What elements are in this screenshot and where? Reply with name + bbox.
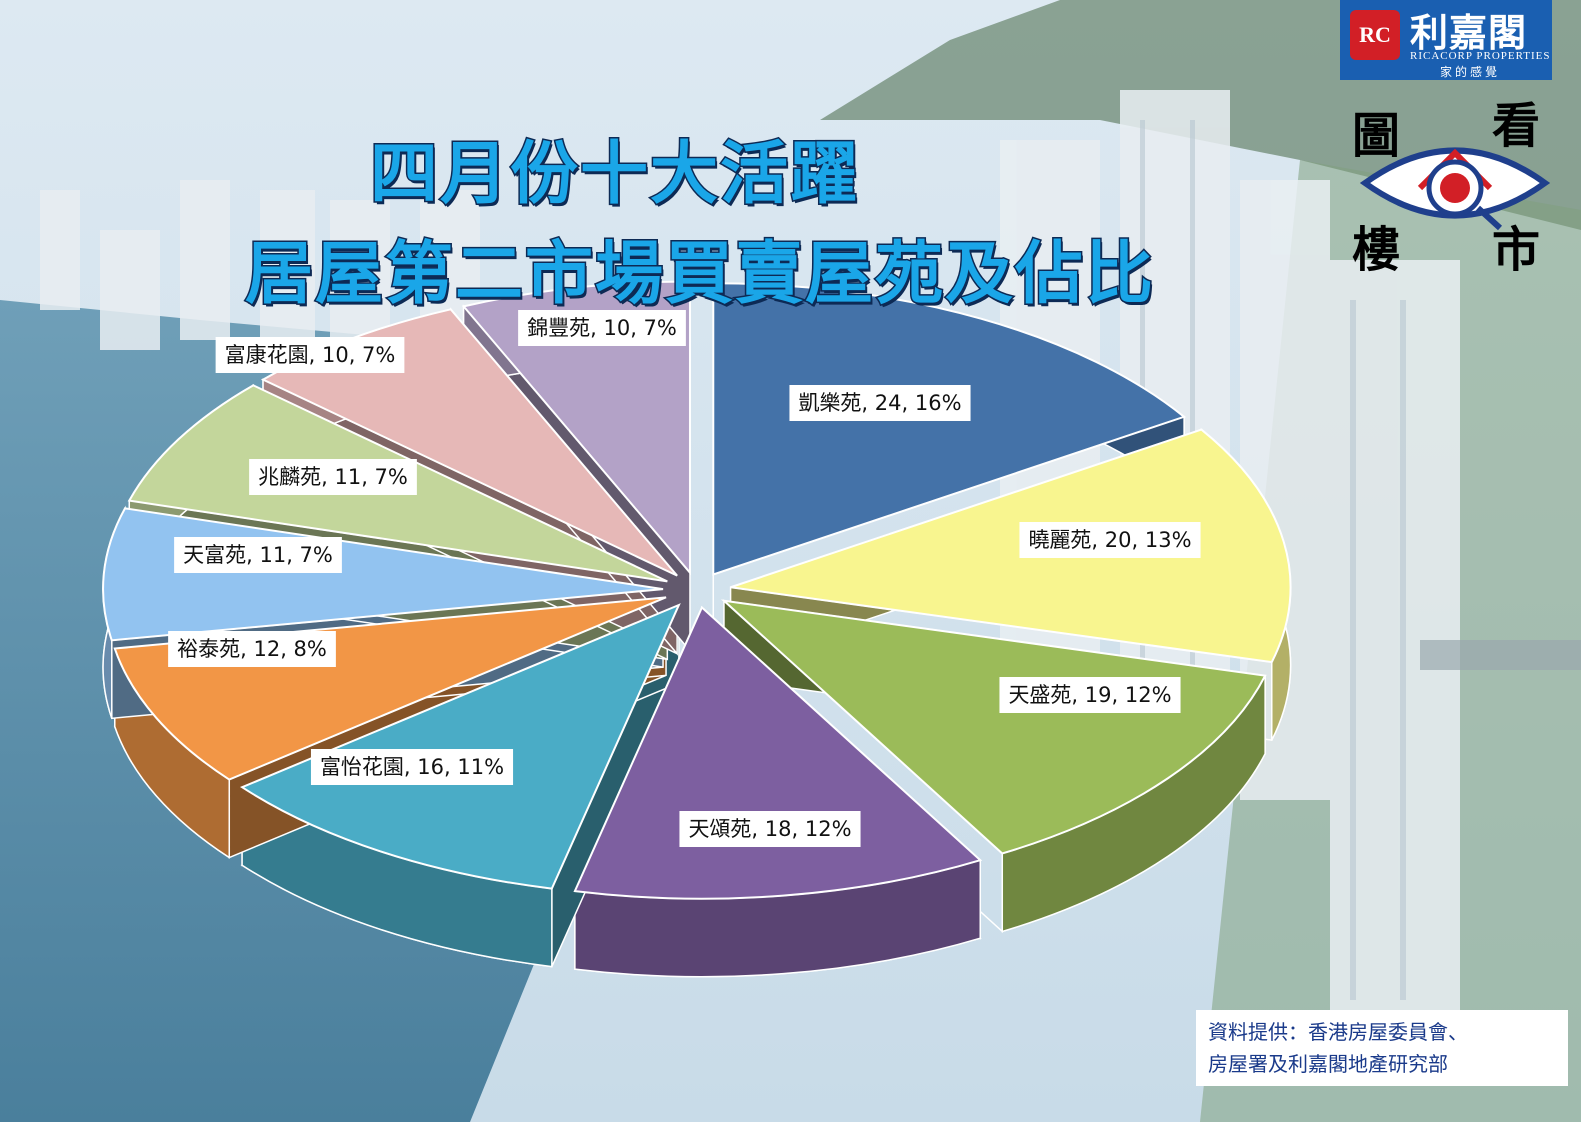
logo-name-cn: 利嘉閣: [1410, 10, 1528, 55]
data-label-富康花園: 富康花園, 10, 7%: [225, 343, 396, 367]
rc-badge-icon: RC: [1350, 10, 1400, 60]
data-label-兆麟苑: 兆麟苑, 11, 7%: [258, 465, 408, 489]
data-label-錦豐苑: 錦豐苑, 10, 7%: [527, 316, 677, 340]
emblem-glyph-4: 市: [1492, 222, 1541, 278]
data-label-box-富怡花園: [310, 749, 514, 785]
data-label-box-曉麗苑: [1019, 522, 1201, 558]
data-label-富怡花園: 富怡花園, 16, 11%: [320, 755, 504, 779]
logo-slogan: 家的感覺: [1440, 65, 1501, 79]
data-label-box-兆麟苑: [249, 459, 417, 495]
data-label-曉麗苑: 曉麗苑, 20, 13%: [1028, 528, 1191, 552]
slice-凱樂苑: [712, 282, 1187, 576]
data-label-box-錦豐苑: [518, 310, 686, 346]
eye-house-icon: [1360, 147, 1550, 231]
data-label-天頌苑: 天頌苑, 18, 12%: [688, 817, 851, 841]
ricacorp-logo: RC 利嘉閣 RICACORP PROPERTIES 家的感覺: [1340, 0, 1552, 80]
data-label-box-天頌苑: [679, 811, 861, 847]
data-label-box-裕泰苑: [168, 631, 336, 667]
source-line1: 資料提供：香港房屋委員會、: [1208, 1020, 1468, 1044]
data-label-凱樂苑: 凱樂苑, 24, 16%: [798, 391, 961, 415]
data-label-box-富康花園: [215, 337, 405, 373]
emblem-glyph-2: 看: [1492, 98, 1541, 154]
chart-title-line1: 四月份十大活躍: [368, 134, 860, 216]
data-label-天盛苑: 天盛苑, 19, 12%: [1008, 683, 1171, 707]
chart-title-line2: 居屋第二市場買賣屋苑及佔比: [243, 234, 1155, 316]
slice-天盛苑: [720, 599, 1267, 855]
data-label-天富苑: 天富苑, 11, 7%: [183, 543, 333, 567]
source-line2: 房屋署及利嘉閣地產研究部: [1208, 1052, 1448, 1076]
source-note: 資料提供：香港房屋委員會、 房屋署及利嘉閣地產研究部: [1196, 1010, 1568, 1086]
data-label-box-天富苑: [174, 537, 342, 573]
slice-曉麗苑: [730, 428, 1292, 664]
slice-錦豐苑: [461, 280, 691, 576]
slice-天頌苑: [573, 605, 983, 900]
emblem-glyph-1: 圖: [1352, 108, 1401, 164]
data-label-裕泰苑: 裕泰苑, 12, 8%: [177, 637, 327, 661]
slice-富怡花園: [239, 603, 681, 890]
emblem-glyph-3: 樓: [1352, 222, 1401, 278]
logo-name-en: RICACORP PROPERTIES: [1410, 50, 1551, 62]
data-label-box-天盛苑: [999, 677, 1181, 713]
data-label-box-凱樂苑: [789, 385, 971, 421]
